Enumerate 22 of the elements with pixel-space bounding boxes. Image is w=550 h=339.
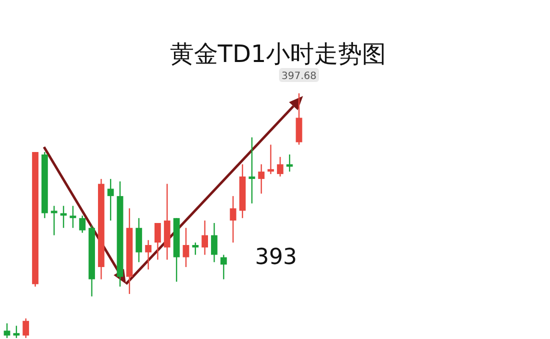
candlestick (107, 178, 114, 222)
annotation: 393 (255, 245, 297, 270)
candlestick (202, 220, 208, 256)
candlestick (154, 222, 161, 260)
candlestick (276, 156, 284, 178)
candlestick (22, 318, 30, 339)
candlestick (192, 242, 199, 256)
candlestick (230, 195, 236, 244)
chart-title: 黄金TD1小时走势图 (170, 40, 386, 68)
candlestick (13, 325, 20, 339)
candlestick (145, 240, 152, 270)
candlestick (60, 205, 67, 228)
candlestick (248, 136, 256, 204)
candlestick (182, 227, 190, 268)
text: 397.68 (282, 71, 316, 82)
candlestick (268, 144, 274, 175)
candlestick (79, 215, 86, 234)
candlestick (258, 164, 265, 194)
candlestick (4, 322, 10, 339)
candlestick (70, 205, 76, 228)
candlestick (220, 254, 227, 280)
candlestick (211, 222, 218, 263)
